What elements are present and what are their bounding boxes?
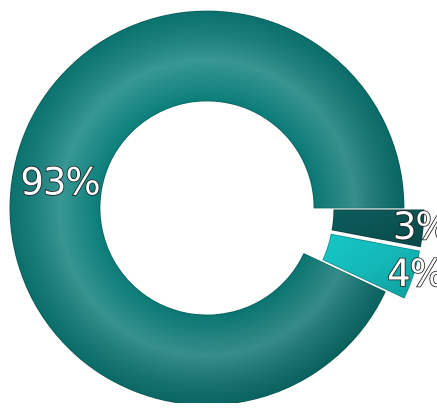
slice-data-label-3: 3% (393, 205, 437, 248)
donut-slice-3 (331, 209, 425, 248)
donut-slice-1-sheen (9, 10, 404, 405)
slice-data-label-1: 93% (20, 161, 99, 204)
donut-slice-2 (322, 233, 420, 299)
labels-layer: 93% 4%3% (20, 160, 437, 296)
slice-data-label-2: 4% (387, 252, 437, 295)
slices-layer (9, 10, 425, 406)
